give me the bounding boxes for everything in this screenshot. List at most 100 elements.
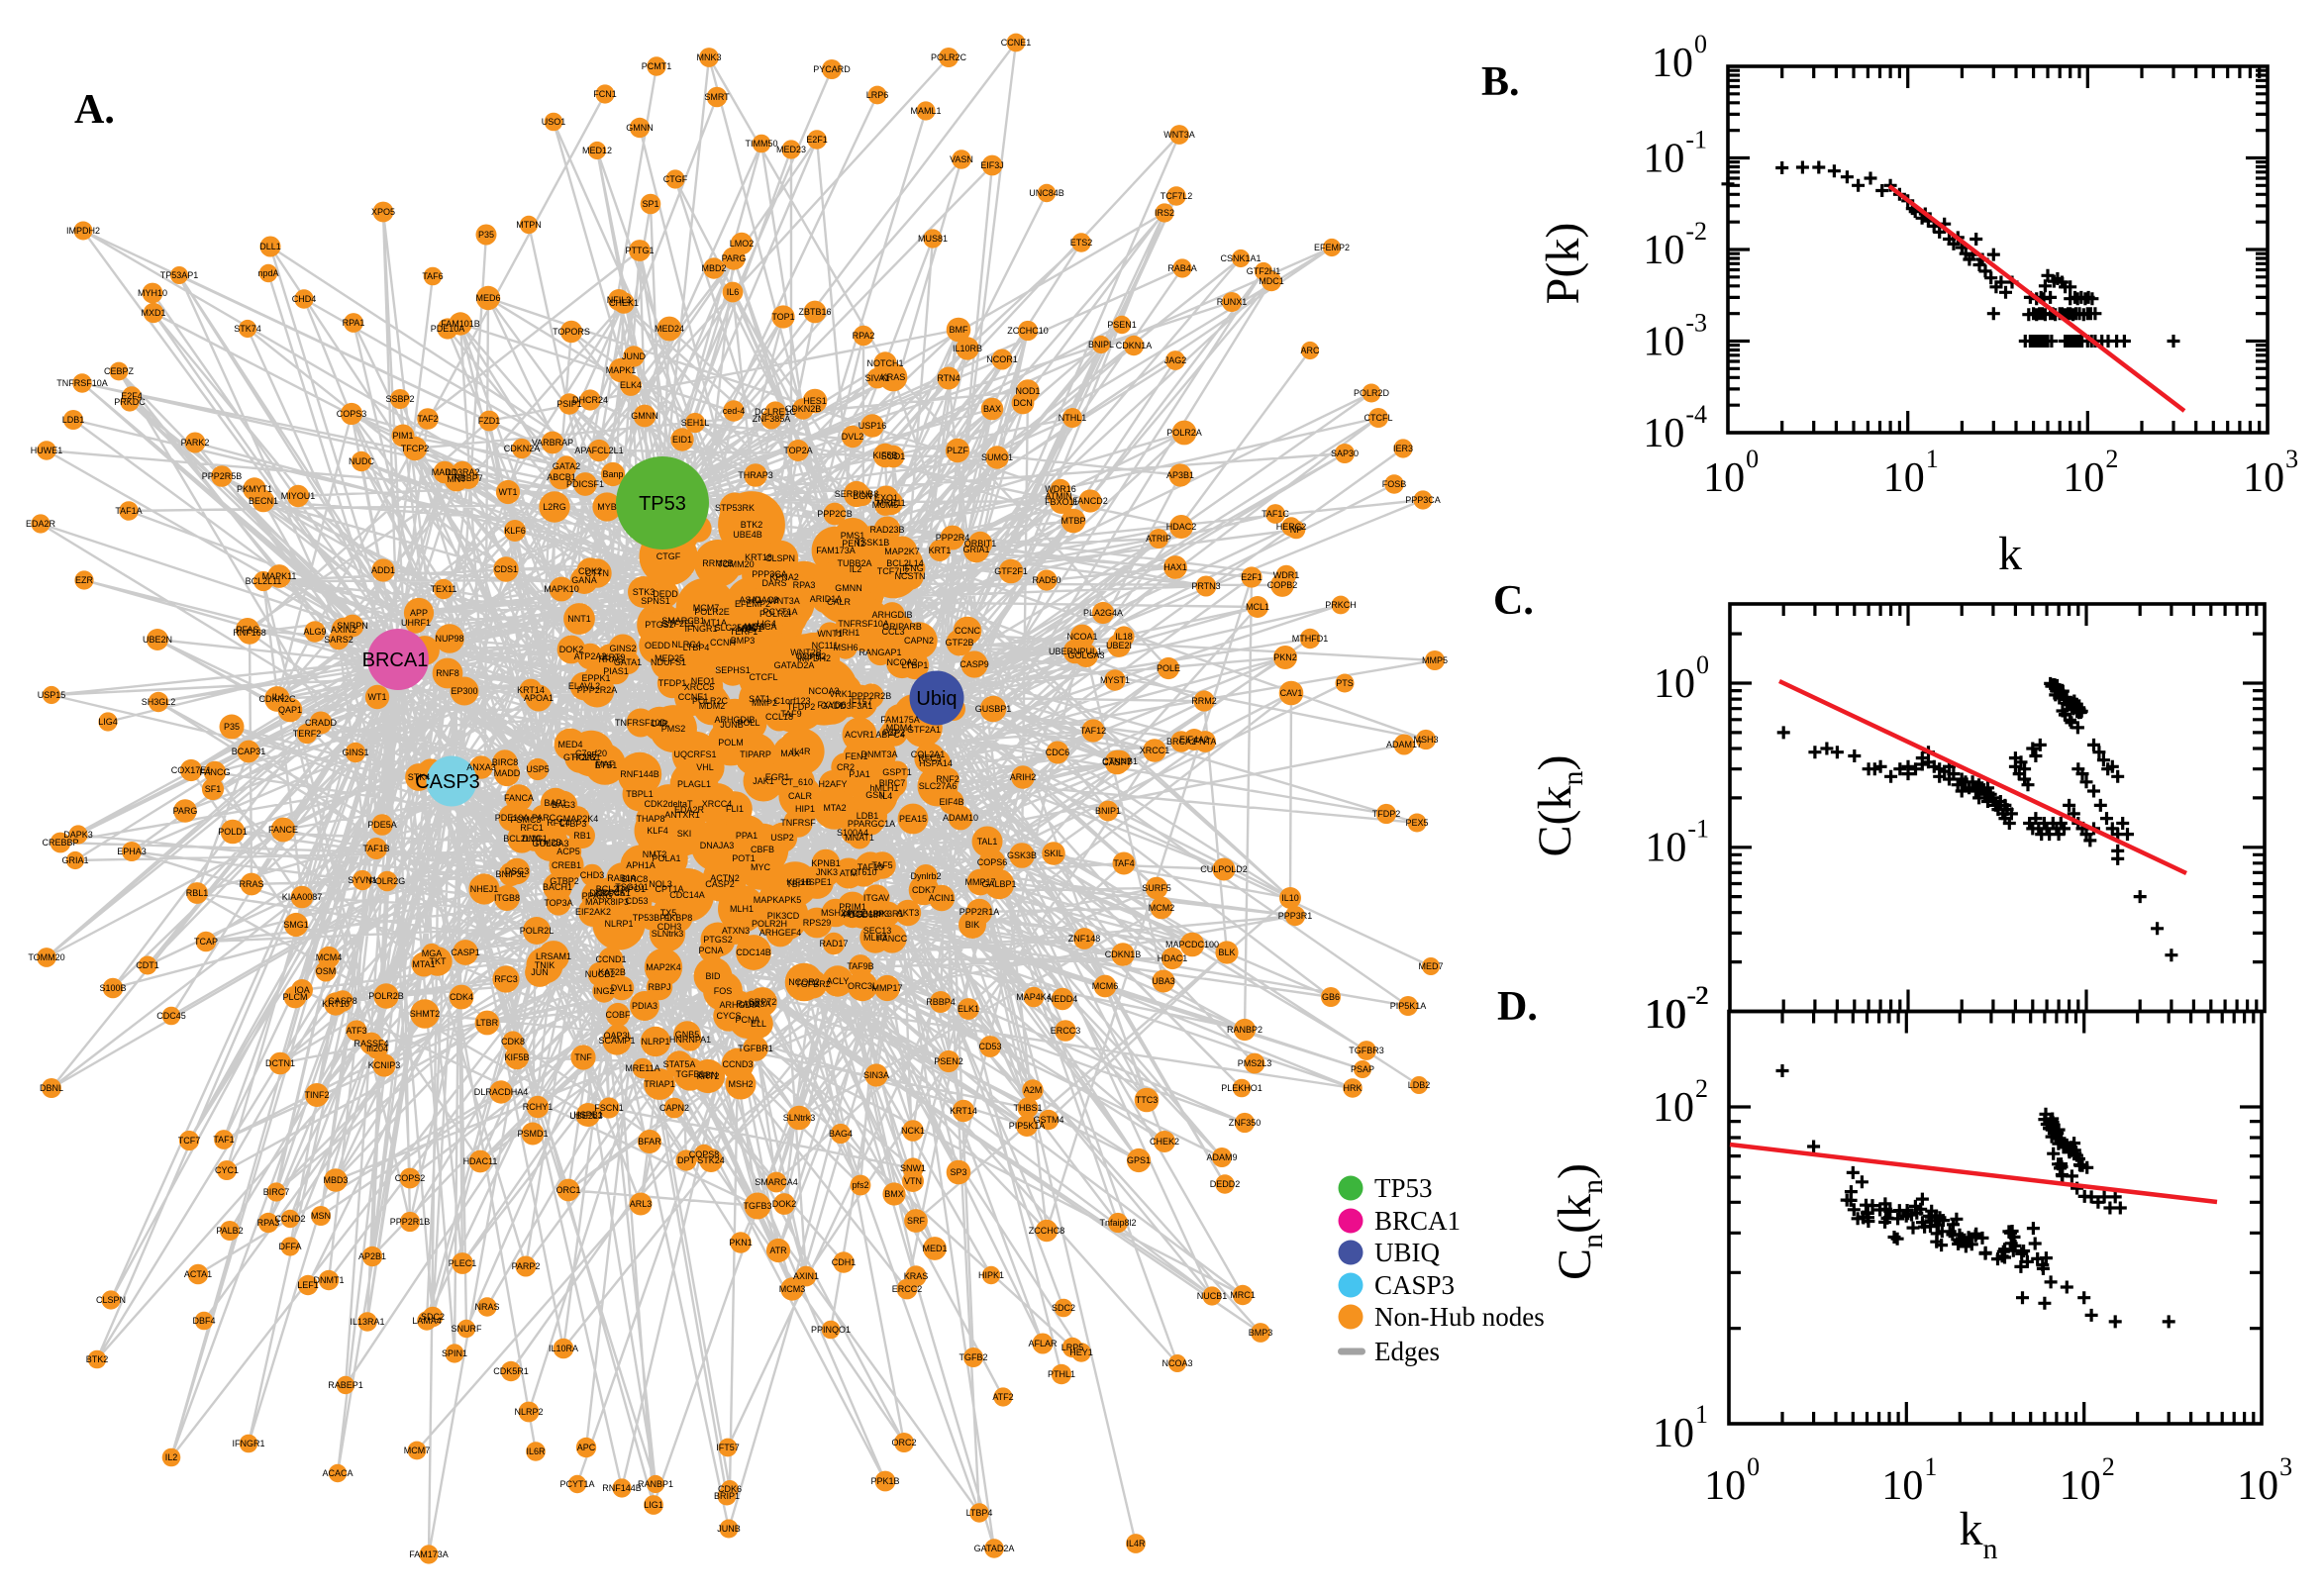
svg-text:PARP2: PARP2 [512, 1261, 541, 1271]
svg-text:EXO1: EXO1 [874, 493, 898, 503]
svg-text:FCN1: FCN1 [593, 89, 617, 99]
svg-text:10: 10 [1643, 319, 1684, 364]
svg-text:PSEN1: PSEN1 [1107, 320, 1137, 330]
svg-text:TAF9B: TAF9B [847, 961, 873, 971]
svg-text:MAP4K4: MAP4K4 [1016, 992, 1052, 1002]
svg-text:WNT3A: WNT3A [1163, 130, 1195, 140]
svg-text:TAF10: TAF10 [858, 862, 883, 872]
svg-text:NFIL3: NFIL3 [607, 295, 632, 305]
svg-text:MYH10: MYH10 [138, 288, 167, 298]
svg-text:PPP3CA: PPP3CA [1405, 495, 1441, 505]
svg-text:RRM2: RRM2 [1191, 696, 1217, 706]
svg-text:HDAC2: HDAC2 [1166, 522, 1197, 532]
svg-text:IMPDH2: IMPDH2 [66, 226, 100, 236]
svg-text:L2RG: L2RG [543, 502, 566, 512]
svg-text:KRT10: KRT10 [322, 999, 350, 1009]
svg-text:P(k): P(k) [1537, 223, 1589, 305]
svg-text:10: 10 [1645, 826, 1686, 871]
svg-text:KCNIP3: KCNIP3 [368, 1060, 401, 1070]
svg-text:CHD4: CHD4 [292, 294, 317, 304]
svg-text:TNFRSF10A: TNFRSF10A [56, 378, 108, 388]
svg-text:MMP17: MMP17 [964, 877, 995, 887]
svg-text:NC111: NC111 [812, 641, 839, 650]
svg-text:Ubiq: Ubiq [916, 688, 957, 710]
svg-text:BID: BID [705, 971, 721, 981]
svg-text:CTGF: CTGF [663, 174, 688, 184]
svg-text:MCM7: MCM7 [693, 603, 720, 613]
svg-text:RNF168: RNF168 [233, 628, 266, 638]
svg-text:hMLH1: hMLH1 [869, 783, 898, 793]
svg-text:RANBP1: RANBP1 [638, 1479, 673, 1489]
svg-text:APOA1: APOA1 [524, 693, 554, 703]
svg-text:PMS2L3: PMS2L3 [1238, 1058, 1272, 1068]
svg-text:KRT1: KRT1 [929, 546, 952, 555]
svg-text:NCOA2: NCOA2 [886, 657, 917, 667]
svg-text:DOK2: DOK2 [772, 1199, 797, 1209]
svg-text:NLRP2: NLRP2 [514, 1407, 543, 1417]
svg-text:PKMYT1: PKMYT1 [237, 484, 272, 494]
svg-text:CDKN2B: CDKN2B [785, 404, 822, 414]
svg-text:MXD1: MXD1 [141, 308, 165, 318]
svg-text:RABEP1: RABEP1 [328, 1380, 363, 1390]
svg-text:k: k [1998, 528, 2022, 580]
svg-text:NRAS: NRAS [474, 1302, 499, 1312]
svg-text:EFEMP2: EFEMP2 [1314, 243, 1350, 252]
svg-text:10: 10 [1652, 41, 1693, 86]
svg-text:0: 0 [1694, 30, 1707, 58]
svg-text:ZCCHC8: ZCCHC8 [1029, 1226, 1065, 1236]
svg-text:UBERNPUL1: UBERNPUL1 [1049, 647, 1102, 656]
svg-text:IL10RA: IL10RA [549, 1344, 578, 1353]
svg-text:GRIA1: GRIA1 [61, 855, 88, 865]
svg-text:MED12: MED12 [582, 146, 612, 155]
svg-text:MAPK8IP3: MAPK8IP3 [585, 897, 629, 907]
svg-text:PIK3CD: PIK3CD [767, 911, 800, 921]
svg-text:RASSF4: RASSF4 [354, 1039, 388, 1048]
svg-text:CCNH: CCNH [710, 638, 736, 648]
svg-text:RBPJ: RBPJ [648, 982, 670, 992]
svg-text:RB1: RB1 [573, 831, 591, 841]
svg-text:ZNF148: ZNF148 [1068, 934, 1101, 944]
svg-text:HIPK1: HIPK1 [978, 1270, 1004, 1280]
svg-text:RPA2: RPA2 [853, 331, 875, 341]
svg-text:DNMT1: DNMT1 [314, 1275, 345, 1285]
svg-text:CREB1: CREB1 [552, 860, 581, 870]
svg-text:TP53: TP53 [639, 493, 686, 515]
svg-text:RRAS: RRAS [598, 654, 623, 664]
svg-text:HSPE1: HSPE1 [802, 877, 832, 887]
svg-text:Non-Hub nodes: Non-Hub nodes [1374, 1302, 1545, 1332]
svg-text:TIMM50: TIMM50 [745, 139, 777, 149]
svg-text:EGR1: EGR1 [765, 772, 790, 782]
svg-text:MLH3: MLH3 [863, 933, 887, 943]
svg-text:GANA: GANA [571, 575, 597, 585]
svg-text:IMPDH2: IMPDH2 [797, 653, 831, 663]
svg-text:RANGAP1: RANGAP1 [858, 648, 901, 657]
svg-text:FXYD6: FXYD6 [817, 700, 846, 710]
svg-text:Tnfaip8l2: Tnfaip8l2 [1099, 1218, 1136, 1228]
svg-text:WT1: WT1 [499, 487, 518, 497]
svg-text:EIF4B: EIF4B [939, 797, 963, 807]
svg-text:OSM: OSM [316, 966, 337, 976]
svg-text:CHD3: CHD3 [580, 870, 605, 880]
svg-text:PPP3R1: PPP3R1 [1278, 911, 1313, 921]
svg-text:BAP1: BAP1 [544, 798, 566, 808]
svg-text:ASA1: ASA1 [739, 595, 761, 605]
svg-text:CDK6: CDK6 [718, 1484, 742, 1494]
svg-text:PSAP: PSAP [1351, 1064, 1374, 1074]
svg-text:KLF6: KLF6 [504, 526, 526, 536]
svg-text:MRE11: MRE11 [876, 498, 905, 508]
svg-text:NEDD4: NEDD4 [1048, 994, 1078, 1004]
svg-text:PIAS1: PIAS1 [603, 666, 629, 676]
svg-text:10: 10 [1704, 1463, 1746, 1509]
svg-text:PTGS2: PTGS2 [645, 620, 674, 630]
svg-text:AKT3: AKT3 [743, 622, 765, 632]
svg-text:HCLS1: HCLS1 [571, 752, 600, 762]
svg-text:ATRIP: ATRIP [1146, 534, 1171, 544]
svg-text:RRM2B: RRM2B [702, 558, 734, 568]
svg-text:E2F1: E2F1 [1241, 572, 1262, 582]
svg-text:-2: -2 [1685, 217, 1707, 246]
svg-text:B.: B. [1481, 59, 1520, 105]
svg-text:RNF144B: RNF144B [602, 1483, 642, 1493]
svg-text:MCM4: MCM4 [316, 952, 343, 962]
svg-text:GRIPARB: GRIPARB [882, 622, 922, 632]
svg-text:PDCD6IP: PDCD6IP [843, 910, 881, 920]
